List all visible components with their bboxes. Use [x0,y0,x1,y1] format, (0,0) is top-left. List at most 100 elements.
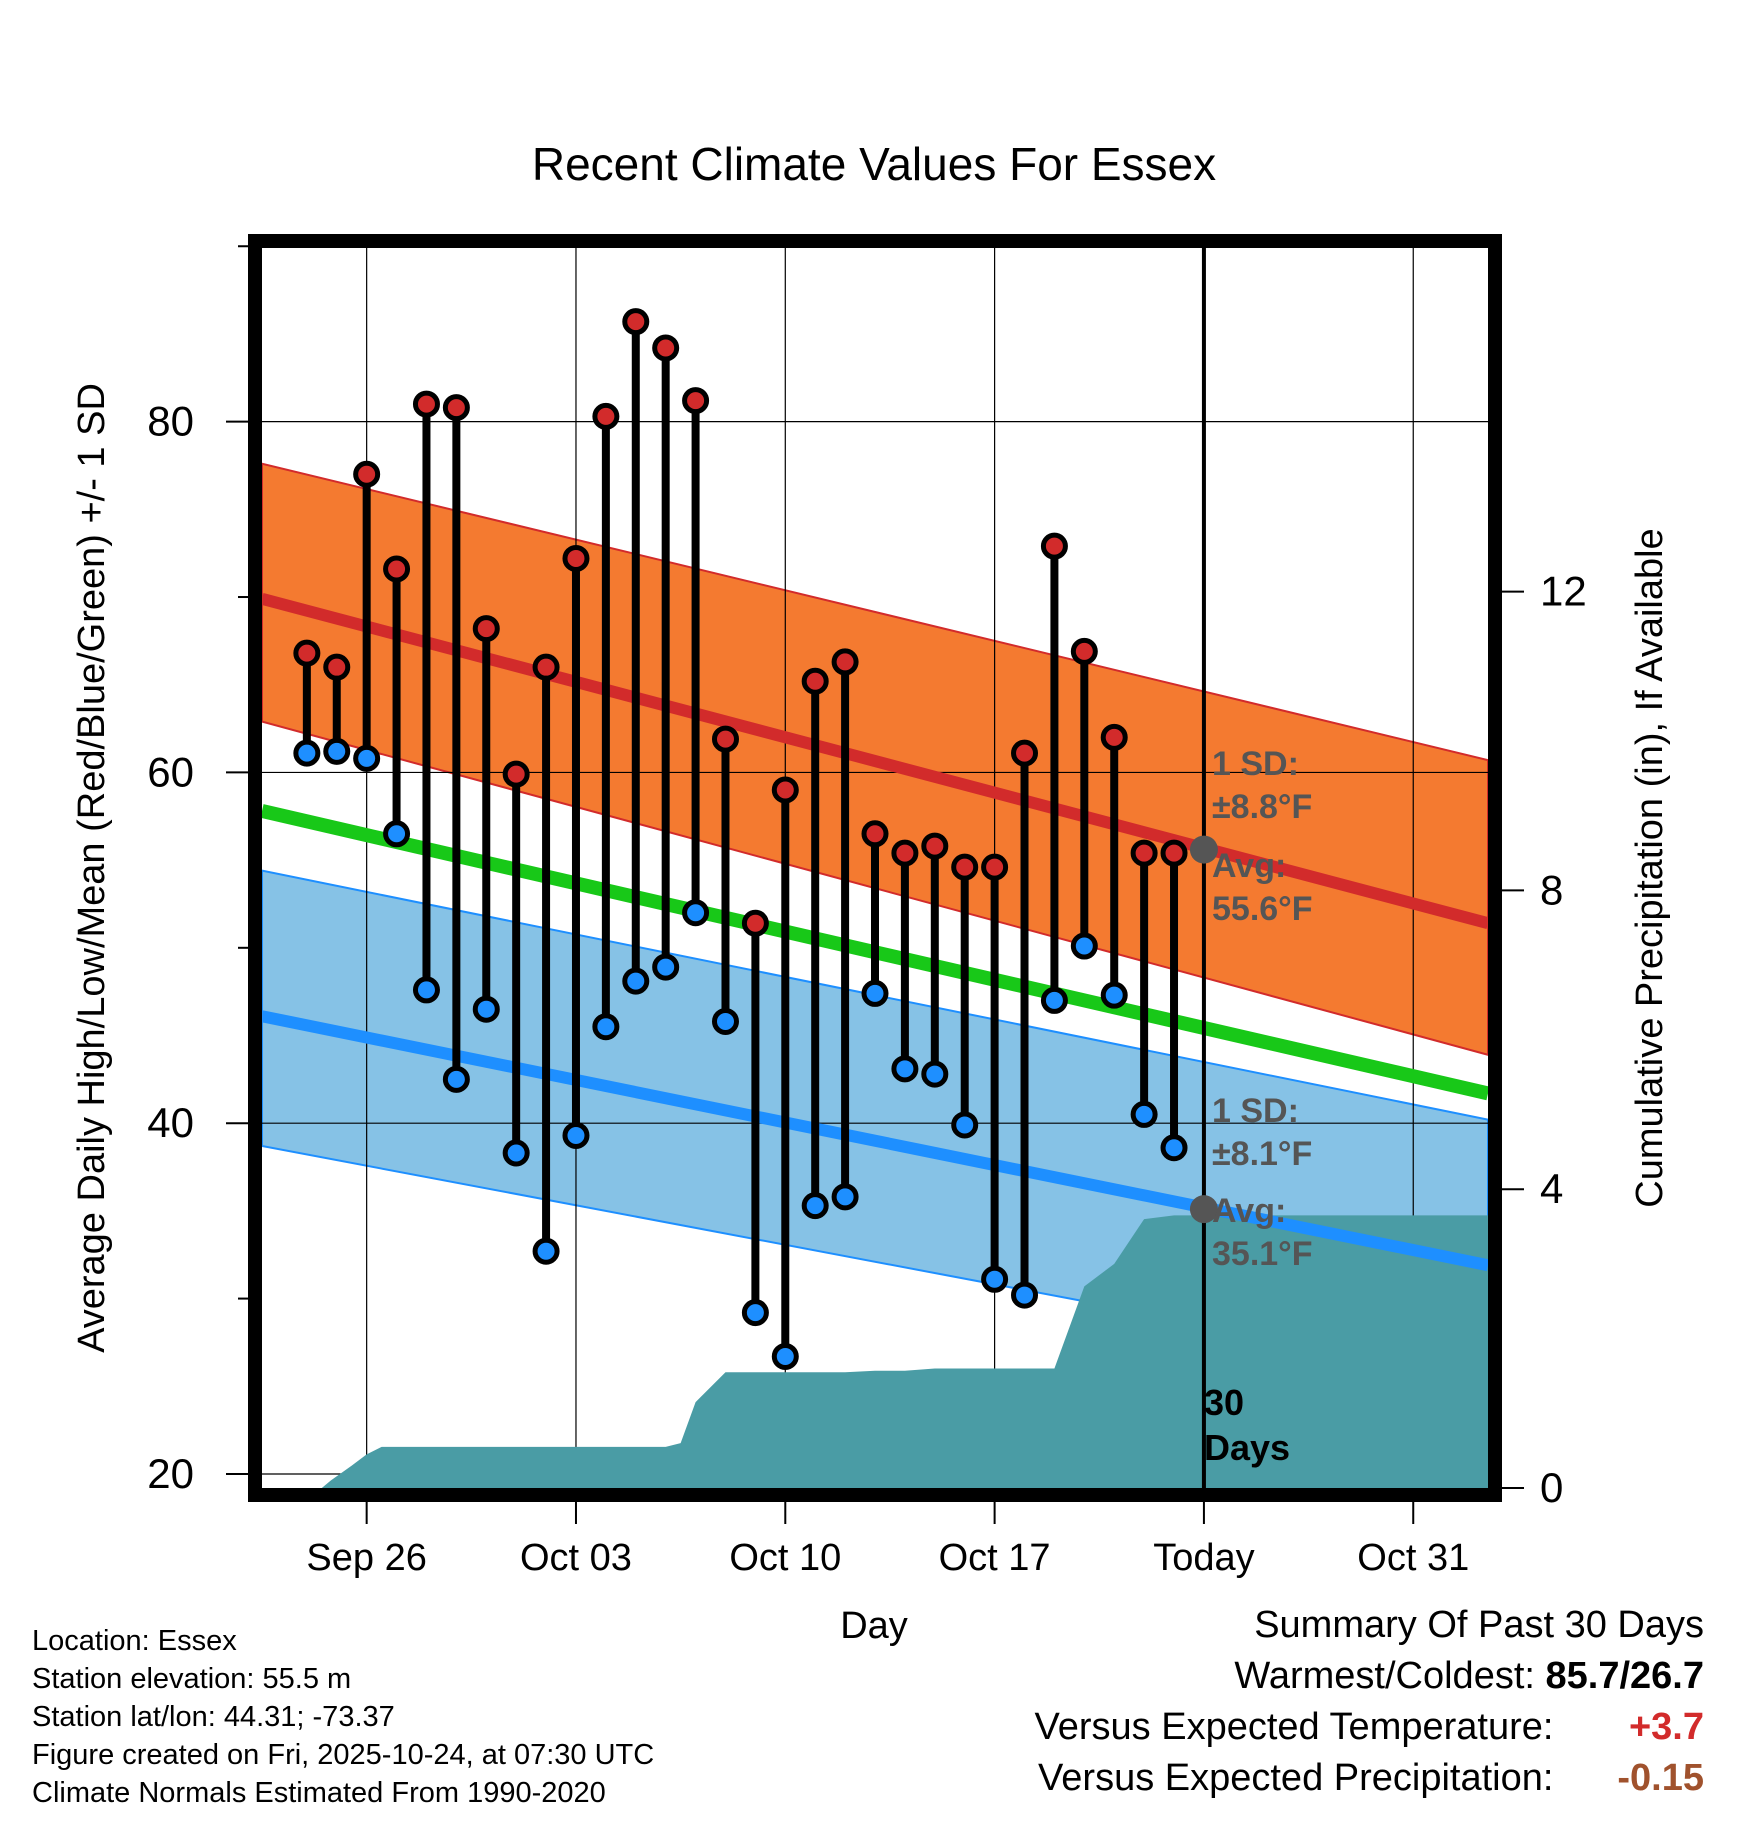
daily-high-point [592,402,620,430]
info-location: Location: Essex [32,1625,237,1657]
high-normal-line [262,592,1488,930]
daily-low-point [353,744,381,772]
daily-low-point [1130,1100,1158,1128]
precip-area [291,1215,1488,1488]
y-tick-label: 40 [147,1099,194,1146]
y-tick-label: 60 [147,748,194,795]
daily-high-point [771,776,799,804]
daily-low-point [831,1183,859,1211]
x-tick-label: Today [1153,1537,1254,1579]
daily-low-point [801,1192,829,1220]
summary-warm-row: Warmest/Coldest: 85.7/26.7 [1035,1651,1704,1702]
x-tick-label: Oct 10 [729,1537,841,1579]
daily-low-point [951,1111,979,1139]
low-avg-label: Avg: [1212,1192,1286,1230]
summary-panel: Summary Of Past 30 Days Warmest/Coldest:… [1035,1600,1704,1804]
daily-low-point [1160,1134,1188,1162]
daily-high-point [891,839,919,867]
x-tick-label: Sep 26 [306,1537,426,1579]
summary-precip-row: Versus Expected Precipitation: -0.15 [1035,1753,1704,1804]
daily-high-point [1040,532,1068,560]
annotations: 1 SD: ±8.8°F Avg: 55.6°F 1 SD: ±8.1°F Av… [1204,745,1313,1468]
daily-low-point [1011,1281,1039,1309]
daily-high-point [682,387,710,415]
daily-high-point [412,390,440,418]
low-sd-value: ±8.1°F [1212,1135,1312,1173]
info-latlon: Station lat/lon: 44.31; -73.37 [32,1701,395,1733]
daily-low-point [1040,986,1068,1014]
daily-low-point [412,976,440,1004]
chart-title: Recent Climate Values For Essex [532,138,1216,190]
x-tick-label: Oct 17 [939,1537,1051,1579]
high-sd-value: ±8.8°F [1212,788,1312,826]
daily-low-point [502,1139,530,1167]
daily-high-point [383,555,411,583]
summary-title: Summary Of Past 30 Days [1254,1604,1704,1646]
y2-tick-label: 8 [1540,866,1563,913]
daily-low-point [921,1060,949,1088]
daily-high-point [472,615,500,643]
daily-high-point [652,334,680,362]
summary-temp-row: Versus Expected Temperature: +3.7 [1035,1702,1704,1753]
daily-high-point [921,832,949,860]
precip-cumulative-area [291,1215,1488,1488]
daily-high-point [293,639,321,667]
daily-high-point [711,725,739,753]
daily-high-point [442,394,470,422]
daily-low-point [711,1007,739,1035]
daily-low-point [1070,932,1098,960]
info-normals: Climate Normals Estimated From 1990-2020 [32,1777,606,1809]
days-count: 30 [1204,1382,1244,1423]
daily-high-point [353,460,381,488]
high-sd-label: 1 SD: [1212,745,1299,783]
daily-low-point [442,1065,470,1093]
daily-low-point [1100,981,1128,1009]
summary-precip-label: Versus Expected Precipitation: [1038,1757,1554,1799]
high-avg-label: Avg: [1212,847,1286,885]
low-avg-marker [1189,1195,1218,1224]
y-tick-label: 20 [147,1450,194,1497]
x-axis-label: Day [840,1605,908,1647]
daily-high-point [981,853,1009,881]
x-tick-label: Oct 31 [1357,1537,1469,1579]
daily-high-point [532,653,560,681]
daily-high-point [1011,739,1039,767]
y-axis-label: Average Daily High/Low/Mean (Red/Blue/Gr… [71,383,113,1353]
daily-high-point [562,544,590,572]
daily-low-point [652,953,680,981]
daily-low-point [562,1121,590,1149]
summary-temp-label: Versus Expected Temperature: [1034,1706,1554,1748]
summary-warm-value: 85.7/26.7 [1545,1655,1704,1697]
daily-dots [293,308,1188,1370]
daily-low-point [532,1237,560,1265]
daily-range-bars [302,321,1179,1357]
plot-frame [248,234,1502,1502]
summary-warm-label: Warmest/Coldest: [1234,1655,1535,1697]
daily-low-point [383,820,411,848]
daily-high-point [861,820,889,848]
y2-axis-label: Cumulative Precipitation (in), If Availa… [1629,528,1671,1207]
y2-tick-label: 4 [1540,1165,1563,1212]
daily-low-point [682,899,710,927]
daily-low-point [323,737,351,765]
daily-high-point [1070,637,1098,665]
y-tick-label: 80 [147,398,194,445]
daily-low-point [622,967,650,995]
days-label: Days [1204,1427,1290,1468]
daily-low-point [741,1299,769,1327]
daily-high-point [1100,723,1128,751]
high-avg-value: 55.6°F [1212,890,1313,928]
daily-high-point [1130,839,1158,867]
low-normal-line [262,1010,1488,1272]
low-avg-value: 35.1°F [1212,1235,1313,1273]
info-elevation: Station elevation: 55.5 m [32,1663,352,1695]
daily-high-point [831,648,859,676]
daily-low-point [891,1055,919,1083]
daily-low-point [293,739,321,767]
high-avg-marker [1189,835,1218,864]
today-marker [1189,248,1218,1488]
daily-high-point [951,853,979,881]
daily-high-point [323,653,351,681]
station-info: Location: Essex Station elevation: 55.5 … [32,1622,654,1812]
daily-high-point [741,909,769,937]
